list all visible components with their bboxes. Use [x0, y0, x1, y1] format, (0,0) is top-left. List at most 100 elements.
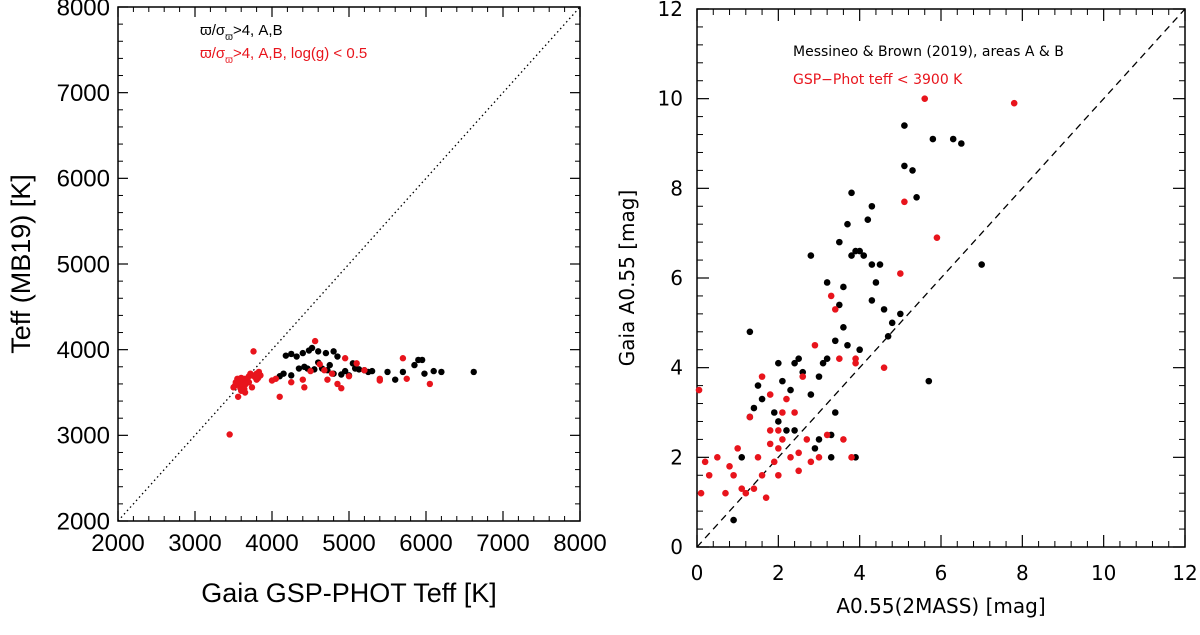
data-point-red [426, 380, 434, 388]
data-point-black [288, 372, 295, 379]
data-point-red [779, 409, 786, 416]
y-tick-label: 4 [670, 356, 683, 380]
data-point-black [438, 368, 445, 376]
x-tick-label: 8 [1016, 561, 1029, 585]
data-point-black [783, 427, 790, 434]
data-point-red [775, 427, 782, 434]
data-point-black [925, 377, 933, 385]
data-point-black [831, 409, 839, 416]
data-point-black [470, 368, 477, 376]
data-point-black [844, 220, 851, 228]
data-point-red [848, 454, 855, 461]
x-tick-label: 5000 [322, 530, 375, 557]
data-point-red [831, 306, 839, 313]
data-point-black [791, 359, 798, 367]
data-point-black [958, 140, 965, 147]
data-point-red [815, 454, 823, 461]
data-point-black [787, 386, 794, 394]
data-point-red [341, 355, 349, 362]
data-point-black [421, 370, 428, 377]
right-chart: 0 2 4 6 8 10 12 0 2 4 6 8 10 12 A0.55(2MASS) [mag] G… [615, 0, 1198, 618]
data-point-red [754, 454, 762, 461]
data-point-black [836, 301, 843, 309]
data-point-black [326, 361, 333, 369]
data-point-black [848, 189, 855, 197]
left-y-tick-labels: 2000 3000 4000 5000 6000 7000 8000 [57, 0, 110, 535]
data-point-red [750, 485, 758, 493]
data-point-black [399, 368, 407, 376]
data-point-black [844, 341, 851, 349]
data-point-red [1010, 99, 1018, 107]
data-point-red [791, 409, 798, 416]
data-point-black [860, 252, 868, 259]
data-point-red [334, 380, 341, 388]
data-point-black [827, 454, 835, 461]
data-point-red [705, 471, 713, 479]
data-point-black [770, 409, 778, 416]
data-point-red [803, 436, 811, 443]
data-point-black [823, 279, 831, 286]
data-point-black [330, 348, 337, 355]
data-point-red [758, 373, 766, 380]
data-point-red [730, 471, 737, 479]
data-point-red [766, 427, 774, 434]
data-point-black [299, 349, 306, 357]
data-point-red [307, 367, 314, 375]
y-tick-label: 7000 [57, 80, 110, 107]
right-legend-entry-black: Messineo & Brown (2019), areas A & B [793, 44, 1064, 60]
data-point-red [288, 379, 295, 386]
left-legend: ϖ/σϖ>4, A,B ϖ/σϖ>4, A,B, log(g) < 0.5 [200, 22, 367, 66]
data-point-red [701, 458, 709, 466]
data-point-black [897, 310, 904, 318]
data-point-red [376, 377, 383, 384]
x-tick-label: 4000 [245, 530, 298, 557]
data-point-black [301, 363, 308, 370]
data-point-red [321, 367, 328, 374]
data-point-red [726, 463, 733, 470]
legend-ratio: ϖ/σ [200, 45, 226, 62]
data-point-black [831, 337, 839, 345]
x-tick-label: 7000 [476, 530, 529, 557]
legend-subscript: ϖ [225, 32, 233, 43]
data-point-black [341, 367, 349, 375]
data-point-red [762, 494, 770, 501]
data-point-red [361, 367, 368, 374]
y-tick-label: 3000 [57, 423, 110, 450]
data-point-red [783, 395, 790, 403]
y-tick-label: 10 [658, 87, 683, 111]
data-point-red [933, 234, 941, 241]
data-point-red [787, 454, 794, 461]
x-tick-label: 6000 [399, 530, 452, 557]
left-tick-marks [117, 6, 581, 522]
data-point-black [746, 328, 754, 336]
data-point-black [280, 370, 287, 377]
data-point-red [324, 376, 331, 383]
data-point-red [248, 384, 256, 391]
data-point-red [840, 436, 847, 443]
data-point-black [384, 368, 391, 376]
data-point-red [738, 485, 746, 493]
y-tick-label: 4000 [57, 337, 110, 364]
legend-subscript: ϖ [225, 55, 233, 66]
data-point-red [299, 376, 306, 383]
data-point-black [775, 418, 782, 425]
data-point-red [901, 198, 908, 206]
data-point-black [807, 391, 815, 398]
data-point-black [840, 324, 847, 331]
data-point-black [430, 367, 437, 375]
right-legend-entry-red: GSP−Phot teff < 3900 K [793, 72, 963, 88]
data-point-red [775, 445, 782, 452]
data-point-red [399, 355, 407, 362]
y-tick-label: 2000 [57, 508, 110, 535]
data-point-black [978, 261, 985, 268]
x-tick-label: 6 [935, 561, 948, 585]
data-point-red [795, 467, 802, 475]
y-tick-label: 2 [670, 445, 683, 469]
data-point-black [779, 377, 786, 385]
data-point-red [403, 375, 410, 382]
y-tick-label: 6 [670, 266, 683, 290]
data-point-red [779, 436, 786, 443]
x-tick-label: 3000 [168, 530, 221, 557]
data-point-black [315, 348, 322, 355]
data-point-black [355, 366, 363, 373]
